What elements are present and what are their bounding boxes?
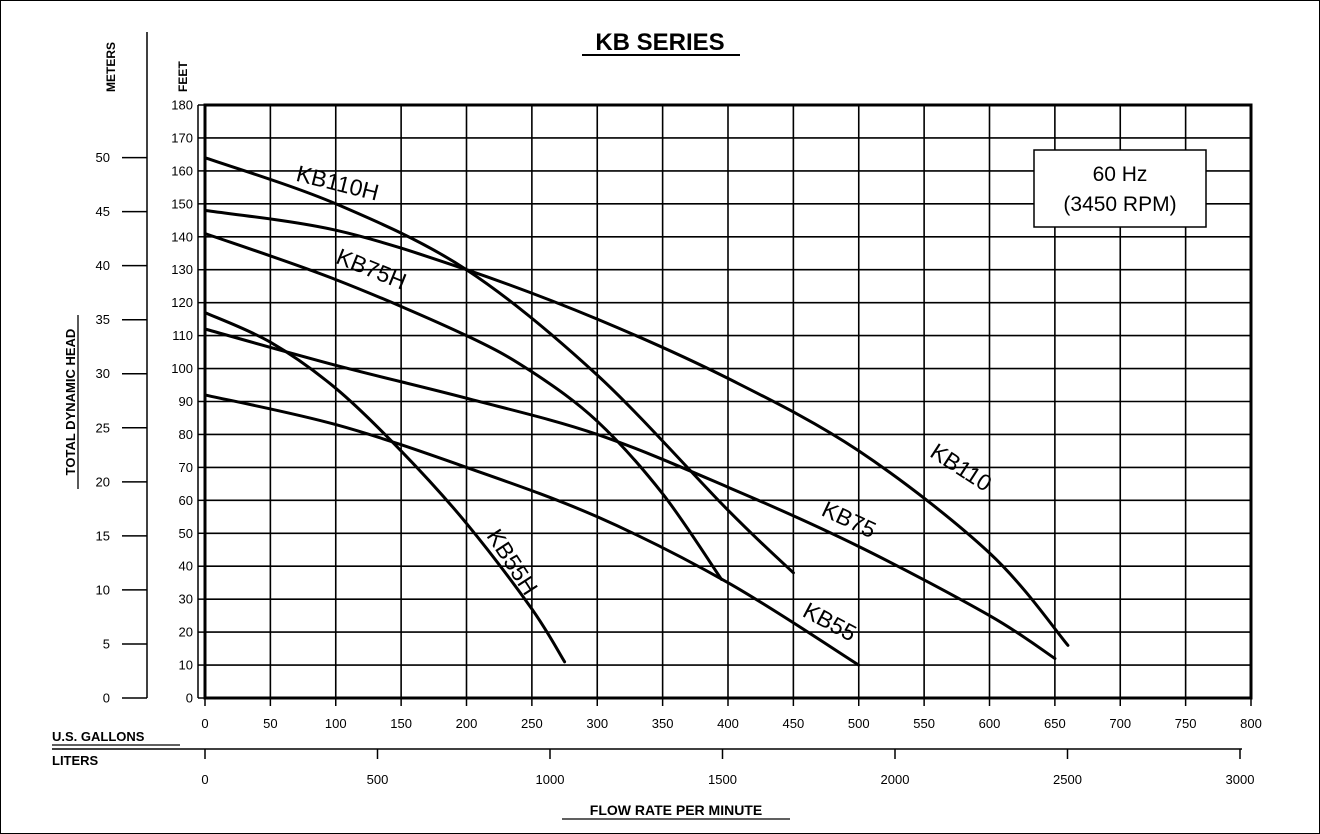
gallons-tick-label: 300 bbox=[586, 716, 608, 731]
feet-tick-label: 100 bbox=[171, 361, 193, 376]
meters-axis-label: METERS bbox=[104, 42, 118, 92]
x-axis-label: FLOW RATE PER MINUTE bbox=[590, 802, 762, 818]
feet-tick-label: 10 bbox=[179, 658, 193, 673]
curve-label-kb75: KB75 bbox=[818, 496, 880, 543]
feet-tick-label: 50 bbox=[179, 526, 193, 541]
curve-label-kb110h: KB110H bbox=[294, 160, 382, 206]
feet-tick-label: 20 bbox=[179, 625, 193, 640]
gallons-tick-label: 400 bbox=[717, 716, 739, 731]
meters-tick-label: 20 bbox=[96, 474, 110, 489]
gallons-tick-label: 200 bbox=[456, 716, 478, 731]
gallons-tick-label: 150 bbox=[390, 716, 412, 731]
meters-tick-label: 15 bbox=[96, 528, 110, 543]
feet-axis-label: FEET bbox=[176, 61, 190, 92]
feet-tick-label: 0 bbox=[186, 691, 193, 706]
curve-kb75h bbox=[203, 232, 723, 581]
meters-axis: 0 5 10 15 20 25 30 35 40 45 50 bbox=[96, 32, 148, 706]
gallons-tick-label: 0 bbox=[201, 716, 208, 731]
liters-tick-label: 500 bbox=[367, 772, 389, 787]
meters-tick-label: 30 bbox=[96, 366, 110, 381]
feet-tick-label: 180 bbox=[171, 98, 193, 113]
gallons-tick-label: 800 bbox=[1240, 716, 1262, 731]
meters-tick-label: 5 bbox=[103, 636, 110, 651]
curve-kb75 bbox=[203, 327, 1057, 660]
liters-axis: 0 500 1000 1500 2000 2500 3000 bbox=[52, 748, 1255, 787]
meters-tick-label: 35 bbox=[96, 312, 110, 327]
gallons-tick-label: 500 bbox=[848, 716, 870, 731]
feet-tick-label: 130 bbox=[171, 262, 193, 277]
gallons-tick-label: 100 bbox=[325, 716, 347, 731]
feet-tick-label: 40 bbox=[179, 559, 193, 574]
gallons-tick-label: 750 bbox=[1175, 716, 1197, 731]
gallons-tick-label: 50 bbox=[263, 716, 277, 731]
meters-tick-label: 50 bbox=[96, 150, 110, 165]
meters-tick-label: 0 bbox=[103, 691, 110, 706]
curve-kb55 bbox=[203, 393, 861, 667]
liters-tick-label: 0 bbox=[201, 772, 208, 787]
gallons-tick-label: 550 bbox=[913, 716, 935, 731]
frequency-note-box bbox=[1033, 149, 1207, 228]
meters-tick-label: 25 bbox=[96, 420, 110, 435]
frequency-note-line-1: 60 Hz bbox=[1093, 163, 1148, 186]
meters-tick-label: 40 bbox=[96, 258, 110, 273]
feet-tick-label: 150 bbox=[171, 196, 193, 211]
curve-kb110h bbox=[203, 156, 795, 575]
gallons-tick-label: 600 bbox=[979, 716, 1001, 731]
frequency-note-line-2: (3450 RPM) bbox=[1063, 193, 1176, 216]
gallons-axis: 0 50 100 150 200 250 300 350 400 450 500 550 600 650 7… bbox=[201, 698, 1262, 731]
feet-tick-label: 70 bbox=[179, 460, 193, 475]
feet-axis: 0 10 20 30 40 50 60 70 80 90 100 110 120 130 140 150 160… bbox=[171, 98, 205, 706]
gallons-tick-label: 650 bbox=[1044, 716, 1066, 731]
liters-tick-label: 2500 bbox=[1053, 772, 1082, 787]
meters-tick-label: 45 bbox=[96, 204, 110, 219]
liters-tick-label: 2000 bbox=[881, 772, 910, 787]
gallons-tick-label: 350 bbox=[652, 716, 674, 731]
feet-tick-label: 140 bbox=[171, 229, 193, 244]
feet-tick-label: 30 bbox=[179, 592, 193, 607]
liters-axis-label: LITERS bbox=[52, 753, 99, 768]
chart-title: KB SERIES bbox=[595, 29, 724, 56]
feet-tick-label: 60 bbox=[179, 493, 193, 508]
meters-tick-label: 10 bbox=[96, 582, 110, 597]
liters-tick-label: 1000 bbox=[536, 772, 565, 787]
curve-kb110 bbox=[203, 208, 1070, 647]
liters-tick-label: 1500 bbox=[708, 772, 737, 787]
y-axis-label: TOTAL DYNAMIC HEAD bbox=[63, 329, 78, 476]
gallons-axis-label: U.S. GALLONS bbox=[52, 729, 145, 744]
liters-tick-label: 3000 bbox=[1226, 772, 1255, 787]
feet-tick-label: 80 bbox=[179, 427, 193, 442]
gallons-tick-label: 700 bbox=[1109, 716, 1131, 731]
curve-label-kb55: KB55 bbox=[799, 597, 861, 646]
feet-tick-label: 110 bbox=[172, 328, 193, 343]
feet-tick-label: 90 bbox=[179, 394, 193, 409]
curve-kb55h bbox=[203, 311, 567, 664]
feet-tick-label: 170 bbox=[171, 130, 193, 145]
gallons-tick-label: 250 bbox=[521, 716, 543, 731]
gallons-tick-label: 450 bbox=[783, 716, 805, 731]
curve-label-kb55h: KB55H bbox=[482, 524, 543, 599]
feet-tick-label: 120 bbox=[171, 295, 193, 310]
curve-label-kb75h: KB75H bbox=[333, 243, 410, 294]
feet-tick-label: 160 bbox=[171, 163, 193, 178]
